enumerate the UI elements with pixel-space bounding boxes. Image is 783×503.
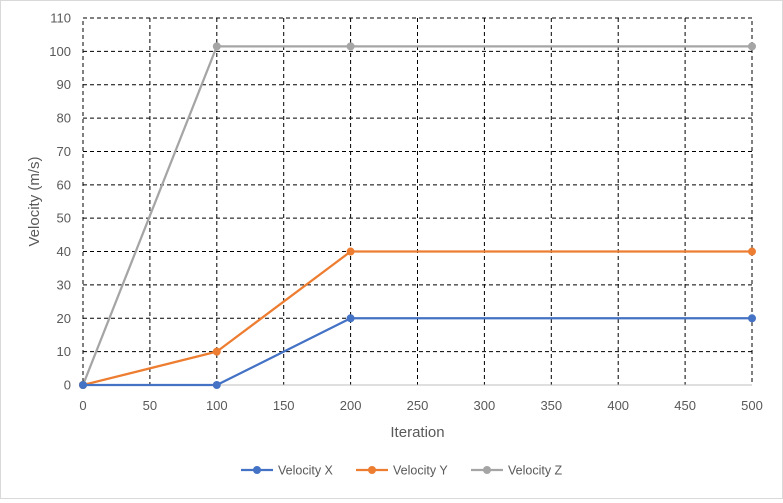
legend-label: Velocity X [278, 464, 334, 478]
x-tick-label: 100 [206, 398, 228, 413]
y-tick-label: 70 [57, 144, 71, 159]
data-point [346, 42, 355, 51]
y-tick-label: 0 [64, 378, 71, 393]
gridlines [82, 17, 753, 386]
legend-item: Velocity X [241, 464, 334, 478]
y-tick-label: 90 [57, 77, 71, 92]
legend-marker [253, 466, 261, 474]
y-tick-label: 100 [49, 44, 71, 59]
data-point [748, 42, 756, 51]
legend-item: Velocity Z [471, 464, 563, 478]
series-velocity-x [79, 314, 756, 389]
y-tick-label: 80 [57, 111, 71, 126]
y-tick-label: 30 [57, 277, 71, 292]
data-point [212, 347, 221, 356]
x-tick-label: 500 [741, 398, 763, 413]
legend: Velocity X Velocity Y Velocity Z [241, 464, 563, 478]
x-tick-label: 350 [540, 398, 562, 413]
data-point [212, 381, 221, 389]
y-tick-label: 10 [57, 344, 71, 359]
y-tick-label: 40 [57, 244, 71, 259]
y-tick-label: 60 [57, 177, 71, 192]
y-axis-title: Velocity (m/s) [26, 156, 43, 246]
legend-label: Velocity Z [508, 464, 563, 478]
x-tick-label: 300 [474, 398, 496, 413]
data-point [748, 314, 756, 323]
series-line [81, 45, 752, 386]
data-point [79, 381, 87, 389]
series-line [83, 317, 752, 387]
data-point [212, 42, 221, 51]
y-tick-label: 50 [57, 211, 71, 226]
y-tick-label: 110 [50, 11, 71, 26]
data-point [346, 314, 355, 323]
data-point [748, 247, 756, 256]
legend-marker [483, 466, 491, 474]
x-tick-label: 250 [407, 398, 429, 413]
legend-label: Velocity Y [393, 464, 448, 478]
x-tick-label: 50 [143, 398, 157, 413]
tick-labels: 0 10 20 30 40 50 60 70 80 90 100 110 0 50 100 150 200 250… [49, 11, 763, 414]
x-axis-title: Iteration [390, 424, 444, 441]
x-tick-label: 200 [340, 398, 362, 413]
data-point [346, 247, 355, 256]
x-tick-label: 450 [674, 398, 696, 413]
series-line [82, 250, 752, 387]
x-tick-label: 400 [607, 398, 629, 413]
y-tick-label: 20 [57, 311, 71, 326]
series-group [79, 42, 756, 389]
x-tick-label: 150 [273, 398, 295, 413]
x-tick-label: 0 [79, 398, 86, 413]
legend-item: Velocity Y [356, 464, 448, 478]
legend-marker [368, 466, 376, 474]
